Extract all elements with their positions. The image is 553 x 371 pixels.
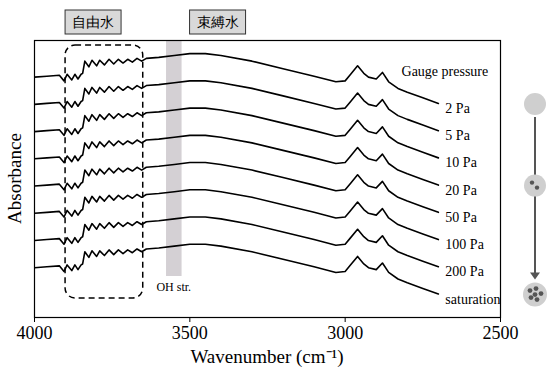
svg-text:3500: 3500: [172, 323, 208, 343]
svg-text:3000: 3000: [327, 323, 363, 343]
svg-text:Wavenumber (cm⁻¹): Wavenumber (cm⁻¹): [190, 346, 343, 368]
svg-text:100 Pa: 100 Pa: [445, 237, 484, 252]
svg-text:束縛水: 束縛水: [197, 14, 239, 30]
svg-text:Absorbance: Absorbance: [4, 133, 25, 224]
svg-text:saturation: saturation: [445, 292, 500, 307]
svg-text:5 Pa: 5 Pa: [445, 128, 470, 143]
svg-text:自由水: 自由水: [72, 14, 114, 30]
svg-text:Gauge pressure: Gauge pressure: [402, 64, 489, 79]
svg-text:2500: 2500: [483, 323, 519, 343]
svg-text:20 Pa: 20 Pa: [445, 183, 477, 198]
svg-text:200 Pa: 200 Pa: [445, 264, 484, 279]
svg-text:4000: 4000: [17, 323, 53, 343]
svg-text:50 Pa: 50 Pa: [445, 210, 477, 225]
svg-text:10 Pa: 10 Pa: [445, 155, 477, 170]
svg-text:OH str.: OH str.: [156, 280, 191, 294]
svg-text:2 Pa: 2 Pa: [445, 101, 470, 116]
